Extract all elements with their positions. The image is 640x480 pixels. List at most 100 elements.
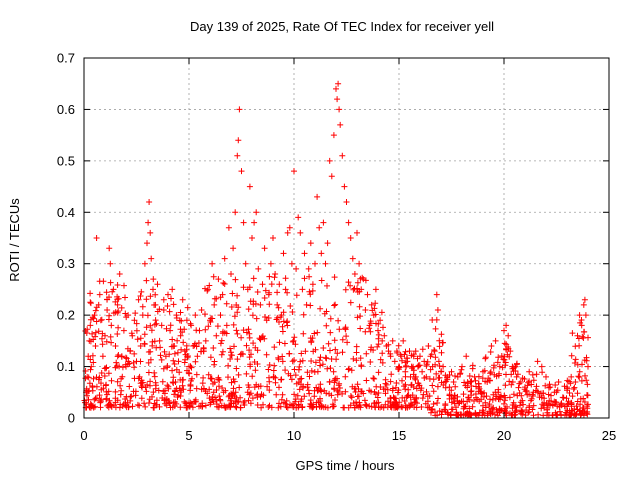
roti-point: [283, 319, 290, 326]
roti-point: [246, 354, 253, 361]
roti-point: [163, 325, 170, 332]
roti-point: [459, 363, 465, 370]
roti-point: [90, 375, 97, 382]
roti-point: [364, 291, 371, 298]
roti-point: [259, 333, 266, 340]
roti-point: [92, 307, 99, 314]
roti-point: [360, 276, 367, 283]
roti-point: [112, 309, 119, 316]
roti-point: [383, 343, 390, 349]
roti-point: [238, 168, 245, 175]
roti-point: [371, 375, 378, 382]
roti-point: [483, 393, 490, 400]
roti-point: [460, 391, 467, 398]
roti-point: [504, 351, 511, 358]
roti-point: [526, 378, 533, 385]
roti-point: [178, 346, 185, 353]
roti-point: [118, 304, 125, 311]
roti-point: [367, 359, 374, 365]
roti-point: [515, 384, 522, 391]
roti-point: [276, 319, 282, 325]
roti-point: [357, 313, 364, 320]
roti-point: [126, 383, 133, 390]
roti-point: [414, 363, 421, 370]
roti-point: [500, 356, 507, 363]
roti-point: [187, 381, 194, 388]
roti-point: [190, 343, 197, 349]
roti-point: [330, 132, 337, 139]
roti-point: [244, 286, 251, 293]
roti-point: [93, 235, 100, 241]
roti-point: [311, 387, 318, 394]
roti-point: [267, 260, 274, 267]
roti-point: [424, 393, 431, 400]
roti-point: [491, 362, 497, 369]
roti-point: [332, 397, 338, 403]
roti-point: [83, 385, 90, 392]
roti-point: [103, 289, 110, 296]
roti-point: [314, 329, 321, 336]
roti-point: [291, 391, 298, 398]
roti-point: [394, 389, 401, 396]
roti-point: [529, 371, 536, 378]
roti-point: [327, 315, 334, 322]
roti-point: [536, 394, 543, 401]
roti-point: [452, 383, 459, 390]
roti-point: [429, 363, 436, 370]
roti-point: [322, 354, 329, 361]
roti-point: [323, 308, 330, 315]
roti-point: [486, 408, 493, 415]
roti-point: [144, 381, 151, 388]
roti-point: [86, 337, 93, 344]
roti-point: [504, 403, 510, 410]
roti-point: [246, 330, 253, 337]
roti-point: [151, 373, 158, 380]
roti-point: [528, 381, 535, 388]
roti-point: [387, 353, 394, 360]
roti-point: [82, 399, 88, 406]
chart-title: Day 139 of 2025, Rate Of TEC Index for r…: [190, 19, 494, 34]
roti-point: [336, 380, 343, 387]
roti-point: [425, 343, 432, 349]
roti-point: [471, 373, 478, 380]
roti-point: [221, 255, 228, 262]
roti-point: [510, 399, 517, 406]
roti-point: [370, 312, 377, 319]
roti-point: [488, 343, 495, 349]
roti-point: [517, 402, 523, 409]
roti-point: [351, 385, 358, 392]
roti-point: [125, 312, 132, 319]
roti-point: [150, 286, 156, 293]
roti-point: [391, 395, 398, 402]
roti-point: [497, 396, 503, 403]
roti-point: [304, 369, 311, 376]
roti-point: [399, 357, 405, 364]
roti-point: [368, 301, 375, 308]
roti-point: [167, 322, 174, 329]
roti-point: [315, 399, 322, 406]
roti-point: [131, 350, 138, 357]
roti-point: [213, 401, 220, 407]
roti-point: [292, 396, 299, 403]
roti-point: [436, 363, 443, 369]
roti-point: [446, 395, 453, 402]
roti-point: [519, 375, 526, 382]
roti-point: [276, 400, 282, 407]
roti-point: [501, 340, 508, 347]
y-axis-label: ROTI / TECUs: [7, 198, 22, 282]
roti-point: [156, 403, 163, 410]
roti-point: [357, 355, 364, 362]
roti-point: [228, 304, 235, 310]
roti-point: [249, 312, 256, 319]
roti-point: [222, 387, 229, 394]
roti-point: [480, 393, 487, 400]
roti-point: [299, 403, 306, 410]
roti-point: [143, 388, 150, 395]
roti-point: [577, 411, 584, 418]
roti-point: [238, 334, 245, 341]
roti-point: [352, 389, 359, 395]
roti-point: [87, 366, 94, 373]
roti-point: [572, 412, 579, 418]
roti-point: [114, 331, 121, 337]
roti-point: [299, 286, 306, 293]
